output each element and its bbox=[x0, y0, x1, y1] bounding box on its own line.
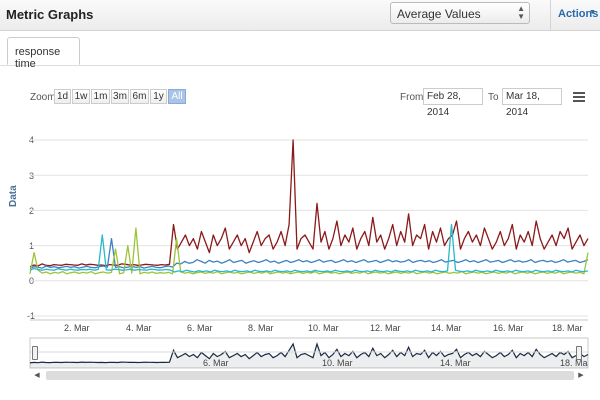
x-tick-label: 16. Mar bbox=[493, 323, 524, 333]
aggregation-select[interactable]: Average Values ▲ ▼ bbox=[390, 2, 530, 24]
zoom-1m-button[interactable]: 1m bbox=[91, 89, 110, 104]
tab-bar: response time bbox=[0, 31, 600, 70]
actions-menu[interactable]: Actions ▼ bbox=[550, 0, 600, 30]
zoom-6m-button[interactable]: 6m bbox=[130, 89, 149, 104]
zoom-1y-button[interactable]: 1y bbox=[150, 89, 167, 104]
navigator-right-handle[interactable] bbox=[576, 346, 582, 360]
navigator-tick: 14. Mar bbox=[440, 358, 471, 368]
scroll-right-arrow-icon[interactable]: ▶ bbox=[578, 372, 584, 379]
select-arrows-icon: ▲ ▼ bbox=[517, 4, 525, 21]
navigator-tick: 6. Mar bbox=[203, 358, 229, 368]
x-tick-label: 10. Mar bbox=[308, 323, 339, 333]
header-bar: Metric Graphs Average Values ▲ ▼ Actions … bbox=[0, 0, 600, 31]
x-tick-label: 6. Mar bbox=[187, 323, 213, 333]
x-tick-label: 14. Mar bbox=[431, 323, 462, 333]
series-line-2 bbox=[29, 237, 589, 270]
navigator-tick: 18. Ma bbox=[560, 358, 588, 368]
to-date-input[interactable]: Mar 18, 2014 bbox=[502, 88, 562, 118]
navigator-left-handle[interactable] bbox=[32, 346, 38, 360]
zoom-1w-button[interactable]: 1w bbox=[72, 89, 90, 104]
to-label: To bbox=[488, 92, 499, 103]
tab-response-time[interactable]: response time bbox=[7, 37, 80, 70]
page-title: Metric Graphs bbox=[6, 7, 94, 22]
x-tick-label: 8. Mar bbox=[248, 323, 274, 333]
scroll-left-arrow-icon[interactable]: ◀ bbox=[34, 372, 40, 379]
caret-down-icon: ▼ bbox=[589, 9, 596, 16]
navigator-series-line bbox=[29, 342, 589, 364]
zoom-1d-button[interactable]: 1d bbox=[54, 89, 71, 104]
x-tick-label: 2. Mar bbox=[64, 323, 90, 333]
zoom-all-button[interactable]: All bbox=[168, 89, 186, 104]
actions-label: Actions bbox=[558, 8, 599, 20]
navigator-series-area bbox=[30, 344, 588, 368]
tab-label: response time bbox=[15, 46, 61, 70]
navigator-scrollbar[interactable] bbox=[46, 371, 574, 380]
menu-icon[interactable] bbox=[573, 92, 585, 102]
series-line-3 bbox=[29, 227, 589, 275]
series-line-1 bbox=[29, 139, 589, 268]
x-tick-label: 4. Mar bbox=[126, 323, 152, 333]
y-tick-label: 3 bbox=[29, 171, 35, 181]
navigator-tick: 10. Mar bbox=[322, 358, 353, 368]
x-tick-label: 18. Mar bbox=[552, 323, 583, 333]
from-label: From bbox=[400, 92, 424, 103]
x-tick-label: 12. Mar bbox=[370, 323, 401, 333]
navigator-frame bbox=[29, 337, 589, 369]
y-tick-label: 2 bbox=[29, 206, 35, 216]
from-date-input[interactable]: Feb 28, 2014 bbox=[423, 88, 483, 118]
zoom-label: Zoom bbox=[30, 92, 56, 103]
series-line-4 bbox=[29, 223, 589, 273]
zoom-3m-button[interactable]: 3m bbox=[111, 89, 129, 104]
aggregation-select-value: Average Values bbox=[397, 7, 481, 21]
